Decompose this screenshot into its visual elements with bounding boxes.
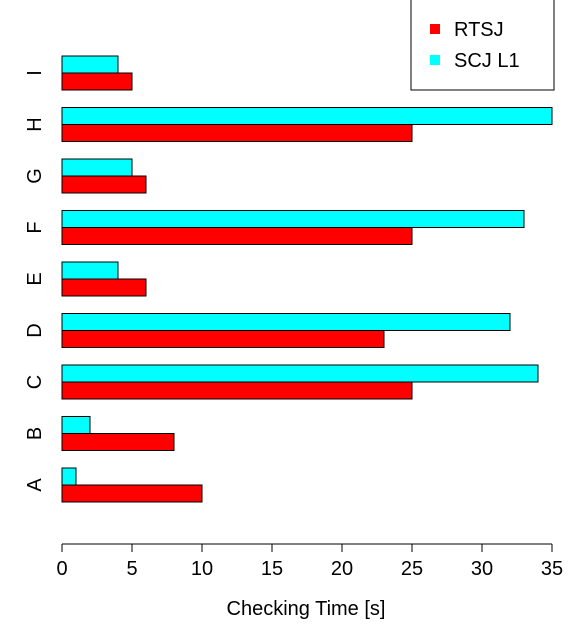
y-tick-label-a: A xyxy=(24,478,46,492)
x-tick-label-30: 30 xyxy=(471,558,493,580)
x-tick-label-35: 35 xyxy=(541,558,563,580)
bar-rtsj-g xyxy=(62,176,146,193)
bars-layer xyxy=(62,56,552,502)
y-axis-labels: A B C D E F G H I xyxy=(24,70,46,491)
y-tick-label-d: D xyxy=(24,323,46,337)
x-tick-label-15: 15 xyxy=(261,558,283,580)
x-tick-label-0: 0 xyxy=(56,558,67,580)
legend-label-scj-l1: SCJ L1 xyxy=(454,50,520,72)
bar-scj-l1-c xyxy=(62,365,538,382)
bar-scj-l1-e xyxy=(62,262,118,279)
bar-rtsj-a xyxy=(62,485,202,502)
y-tick-label-i: I xyxy=(24,70,46,76)
bar-rtsj-e xyxy=(62,279,146,296)
bar-scj-l1-b xyxy=(62,417,90,434)
y-tick-label-h: H xyxy=(24,117,46,131)
y-tick-label-b: B xyxy=(24,427,46,440)
bar-scj-l1-g xyxy=(62,159,132,176)
y-tick-label-f: F xyxy=(24,221,46,233)
x-tick-label-5: 5 xyxy=(126,558,137,580)
x-axis: 0 5 10 15 20 25 30 35 xyxy=(56,544,563,580)
legend: RTSJ SCJ L1 xyxy=(411,0,554,90)
y-tick-label-g: G xyxy=(24,168,46,184)
x-tick-label-25: 25 xyxy=(401,558,423,580)
bar-scj-l1-d xyxy=(62,314,510,331)
legend-box xyxy=(411,0,554,90)
legend-swatch-scj-l1 xyxy=(430,55,440,65)
bar-scj-l1-a xyxy=(62,468,76,485)
y-tick-label-e: E xyxy=(24,272,46,285)
bar-rtsj-i xyxy=(62,73,132,90)
bar-rtsj-b xyxy=(62,434,174,451)
bar-rtsj-h xyxy=(62,125,412,142)
legend-swatch-rtsj xyxy=(430,24,440,34)
bar-rtsj-c xyxy=(62,382,412,399)
y-tick-label-c: C xyxy=(24,375,46,389)
x-axis-title: Checking Time [s] xyxy=(227,598,386,620)
bar-rtsj-f xyxy=(62,228,412,245)
legend-label-rtsj: RTSJ xyxy=(454,19,504,41)
bar-scj-l1-h xyxy=(62,108,552,125)
bar-scj-l1-i xyxy=(62,56,118,73)
x-tick-label-10: 10 xyxy=(191,558,213,580)
bar-scj-l1-f xyxy=(62,211,524,228)
x-tick-label-20: 20 xyxy=(331,558,353,580)
bar-rtsj-d xyxy=(62,331,384,348)
